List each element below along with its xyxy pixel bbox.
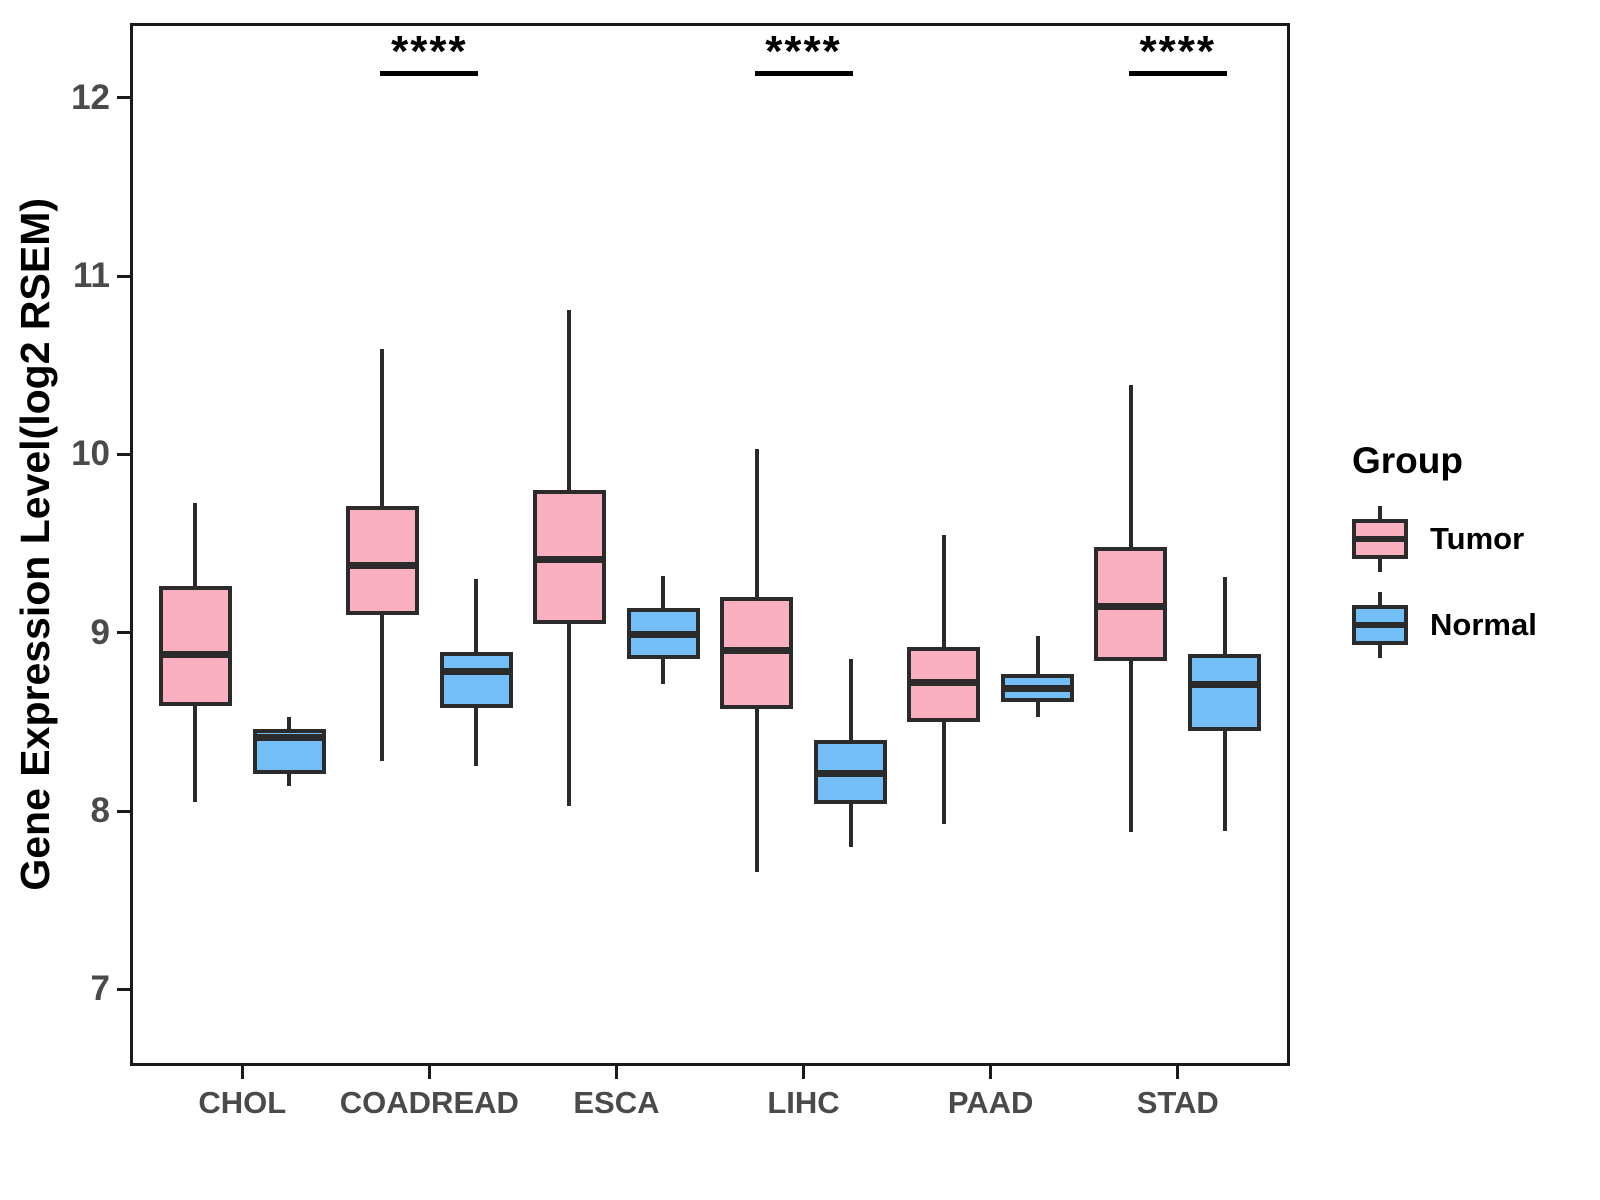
legend-item-tumor: Tumor (1352, 506, 1592, 572)
x-tick-label-paad: PAAD (947, 1085, 1034, 1120)
x-tick-label-esca: ESCA (573, 1085, 660, 1120)
y-tick-mark-10 (117, 452, 130, 456)
normal-box-paad-upper-whisker (1035, 636, 1040, 674)
normal-box-coadread-median (439, 668, 513, 676)
tumor-box-coadread-upper-whisker (380, 349, 385, 507)
normal-box-stad-lower-whisker (1222, 730, 1227, 831)
legend-item-normal: Normal (1352, 592, 1592, 658)
tumor-box-esca-upper-whisker (567, 310, 572, 491)
legend-glyph-median (1352, 536, 1408, 542)
normal-box-lihc-upper-whisker (848, 659, 853, 740)
legend-label-tumor: Tumor (1430, 521, 1525, 556)
tumor-box-chol-lower-whisker (193, 705, 198, 803)
y-axis-title-text: Gene Expression Level(log2 RSEM) (11, 198, 58, 891)
plot-panel (130, 23, 1290, 1066)
tumor-box-paad-upper-whisker (941, 534, 946, 647)
tumor-box-esca-lower-whisker (567, 623, 572, 806)
normal-box-coadread-upper-whisker (474, 579, 479, 653)
normal-box-lihc-lower-whisker (848, 803, 853, 847)
x-tick-mark-stad (1176, 1066, 1180, 1079)
x-tick-mark-lihc (802, 1066, 806, 1079)
tumor-box-chol-upper-whisker (193, 502, 198, 587)
tumor-box-stad-median (1094, 602, 1168, 610)
y-tick-label-9: 9 (90, 612, 110, 652)
y-tick-label-7: 7 (90, 969, 110, 1009)
x-tick-mark-chol (240, 1066, 244, 1079)
y-tick-mark-9 (117, 631, 130, 635)
x-tick-label-coadread: COADREAD (339, 1085, 519, 1120)
normal-box-lihc-median (814, 770, 888, 778)
tumor-box-lihc-upper-whisker (754, 449, 759, 598)
normal-box-coadread (439, 652, 513, 708)
normal-box-esca-median (626, 631, 700, 639)
significance-line-coadread (380, 71, 479, 76)
tumor-box-paad-lower-whisker (941, 721, 946, 824)
tumor-box-esca-median (532, 556, 606, 564)
legend-glyph-median (1352, 622, 1408, 628)
legend-title: Group (1352, 440, 1463, 481)
normal-box-paad-lower-whisker (1035, 702, 1040, 717)
normal-box-chol-upper-whisker (287, 716, 292, 730)
y-tick-label-11: 11 (73, 256, 110, 296)
normal-box-chol-median (252, 734, 326, 742)
legend-label-normal: Normal (1430, 607, 1537, 642)
tumor-box-chol (158, 586, 232, 706)
legend-boxplot-glyph-normal (1352, 592, 1408, 658)
x-tick-mark-esca (614, 1066, 618, 1079)
normal-box-chol-lower-whisker (287, 773, 292, 787)
normal-box-stad-upper-whisker (1222, 577, 1227, 655)
y-tick-label-8: 8 (90, 791, 110, 831)
tumor-box-stad-upper-whisker (1128, 384, 1133, 548)
legend-keys: Tumor Normal (1352, 506, 1592, 658)
tumor-box-lihc-lower-whisker (754, 709, 759, 872)
normal-box-esca-lower-whisker (661, 659, 666, 685)
tumor-box-coadread-median (345, 561, 419, 569)
normal-box-stad-median (1188, 680, 1262, 688)
tumor-box-paad-median (907, 679, 981, 687)
normal-box-stad (1188, 654, 1262, 731)
y-tick-label-10: 10 (71, 434, 110, 474)
significance-stars-stad: **** (1139, 27, 1216, 76)
x-tick-label-lihc: LIHC (767, 1085, 840, 1120)
x-tick-label-chol: CHOL (198, 1085, 287, 1120)
y-axis-title: Gene Expression Level(log2 RSEM) (6, 23, 64, 1066)
tumor-box-coadread (345, 506, 419, 615)
x-tick-mark-paad (989, 1066, 993, 1079)
y-tick-mark-7 (117, 987, 130, 991)
significance-stars-coadread: **** (391, 27, 468, 76)
legend: Group Tumor Normal (1352, 440, 1592, 678)
normal-box-coadread-lower-whisker (474, 707, 479, 767)
significance-line-lihc (754, 71, 853, 76)
tumor-box-stad-lower-whisker (1128, 661, 1133, 833)
y-tick-label-12: 12 (71, 77, 110, 117)
legend-boxplot-glyph-tumor (1352, 506, 1408, 572)
significance-stars-lihc: **** (765, 27, 842, 76)
normal-box-esca-upper-whisker (661, 575, 666, 608)
y-tick-mark-11 (117, 274, 130, 278)
significance-line-stad (1128, 71, 1227, 76)
tumor-box-chol-median (158, 650, 232, 658)
tumor-box-lihc-median (720, 647, 794, 655)
x-tick-label-stad: STAD (1136, 1085, 1219, 1120)
normal-box-paad-median (1001, 684, 1075, 692)
x-tick-mark-coadread (427, 1066, 431, 1079)
tumor-box-coadread-lower-whisker (380, 614, 385, 762)
y-tick-mark-8 (117, 809, 130, 813)
y-tick-mark-12 (117, 96, 130, 100)
